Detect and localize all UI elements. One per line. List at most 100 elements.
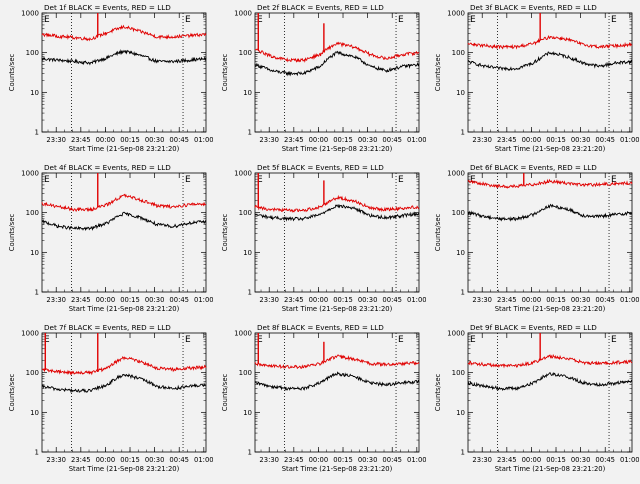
events-series-line [467,203,632,222]
x-tick-label: 23:45 [284,136,304,144]
x-tick-label: 00:45 [595,296,615,304]
y-tick-label: 100 [452,369,465,377]
chart-title: Det 9f BLACK = Events, RED = LLD [470,323,597,332]
y-axis-label: Counts/sec [221,54,229,92]
y-tick-label: 10 [30,89,39,97]
x-tick-label: 00:00 [522,136,542,144]
x-tick-label: 23:45 [284,296,304,304]
chart-svg: Det 4f BLACK = Events, RED = LLD 1 10 100 10… [8,163,214,313]
x-tick-label: 01:00 [407,456,426,464]
y-tick-label: 1 [248,449,252,457]
y-tick-label: 1 [461,289,465,297]
chart-title: Det 7f BLACK = Events, RED = LLD [44,323,171,332]
x-tick-label: 23:45 [497,456,517,464]
x-tick-label: 00:45 [169,456,189,464]
x-tick-label: 00:45 [382,136,402,144]
y-tick-label: 1000 [21,330,39,338]
detector-chart-4: Det 4f BLACK = Events, RED = LLD 1 10 100 10… [0,160,214,320]
x-tick-label: 23:30 [472,296,492,304]
chart-svg: Det 8f BLACK = Events, RED = LLD 1 10 100 10… [221,323,427,473]
detector-chart-5: Det 5f BLACK = Events, RED = LLD 1 10 100 10… [213,160,427,320]
chart-title: Det 3f BLACK = Events, RED = LLD [470,3,597,12]
y-tick-label: 10 [243,409,252,417]
chart-svg: Det 5f BLACK = Events, RED = LLD 1 10 100 10… [221,163,427,313]
event-marker-label: E [257,335,263,345]
y-axis-label: Counts/sec [434,374,442,412]
event-marker-label: E [185,15,191,25]
detector-chart-2: Det 2f BLACK = Events, RED = LLD 1 10 100 10… [213,0,427,160]
lld-series-line [467,353,633,369]
y-tick-label: 1000 [447,170,465,178]
x-tick-label: 01:00 [407,136,426,144]
chart-svg: Det 9f BLACK = Events, RED = LLD 1 10 100 10… [434,323,640,473]
x-tick-label: 23:30 [472,456,492,464]
y-tick-label: 1000 [234,170,252,178]
x-tick-label: 01:00 [194,296,213,304]
event-marker-label: E [611,175,617,185]
x-tick-label: 00:15 [333,136,353,144]
x-axis-label: Start Time (21-Sep-08 23:21:20) [282,145,393,153]
chart-title: Det 5f BLACK = Events, RED = LLD [257,163,384,172]
event-marker-label: E [398,15,404,25]
x-tick-label: 23:45 [71,456,91,464]
x-tick-label: 23:45 [71,296,91,304]
detector-chart-7: Det 7f BLACK = Events, RED = LLD 1 10 100 10… [0,320,214,480]
event-marker-label: E [470,335,476,345]
x-tick-label: 00:45 [595,456,615,464]
x-tick-label: 23:45 [497,296,517,304]
x-tick-label: 00:00 [96,456,116,464]
x-tick-label: 00:30 [145,456,165,464]
x-tick-label: 00:15 [546,456,566,464]
y-tick-label: 100 [452,209,465,217]
chart-title: Det 1f BLACK = Events, RED = LLD [44,3,171,12]
y-tick-label: 1 [461,129,465,137]
x-axis-label: Start Time (21-Sep-08 23:21:20) [495,305,606,313]
y-tick-label: 100 [239,209,252,217]
x-tick-label: 23:30 [259,296,279,304]
chart-title: Det 8f BLACK = Events, RED = LLD [257,323,384,332]
event-marker-label: E [185,175,191,185]
lld-series-line [255,41,420,63]
x-axis-label: Start Time (21-Sep-08 23:21:20) [69,145,180,153]
events-series-line [254,371,420,392]
x-tick-label: 01:00 [407,296,426,304]
lld-series-line [41,356,207,376]
y-axis-label: Counts/sec [434,54,442,92]
y-tick-label: 100 [26,209,39,217]
events-series-line [467,51,633,72]
y-tick-label: 1000 [234,10,252,18]
y-tick-label: 1 [35,449,39,457]
y-tick-label: 10 [456,409,465,417]
x-tick-label: 00:45 [382,296,402,304]
plot-frame [41,172,207,293]
x-tick-label: 01:00 [194,456,213,464]
event-marker-label: E [611,15,617,25]
y-tick-label: 1 [461,449,465,457]
events-series-line [254,50,420,77]
x-tick-label: 23:30 [259,136,279,144]
y-tick-label: 10 [456,249,465,257]
y-tick-label: 100 [26,369,39,377]
x-tick-label: 01:00 [620,136,639,144]
x-tick-label: 00:30 [145,136,165,144]
chart-svg: Det 7f BLACK = Events, RED = LLD 1 10 100 10… [8,323,214,473]
y-tick-label: 1000 [21,170,39,178]
x-tick-label: 00:45 [169,136,189,144]
x-tick-label: 23:30 [472,136,492,144]
x-tick-label: 00:15 [333,456,353,464]
event-marker-label: E [185,335,191,345]
x-tick-label: 00:15 [120,136,140,144]
x-tick-label: 23:30 [259,456,279,464]
x-tick-label: 00:30 [358,456,378,464]
x-axis-label: Start Time (21-Sep-08 23:21:20) [495,465,606,473]
x-axis-label: Start Time (21-Sep-08 23:21:20) [282,465,393,473]
y-axis-label: Counts/sec [221,374,229,412]
y-axis-label: Counts/sec [8,374,16,412]
chart-svg: Det 1f BLACK = Events, RED = LLD 1 10 100 10… [8,3,214,153]
x-tick-label: 23:45 [284,456,304,464]
detector-chart-9: Det 9f BLACK = Events, RED = LLD 1 10 100 10… [426,320,640,480]
x-tick-label: 00:15 [120,456,140,464]
events-series-line [42,373,207,394]
y-axis-label: Counts/sec [8,54,16,92]
x-tick-label: 00:00 [309,456,329,464]
